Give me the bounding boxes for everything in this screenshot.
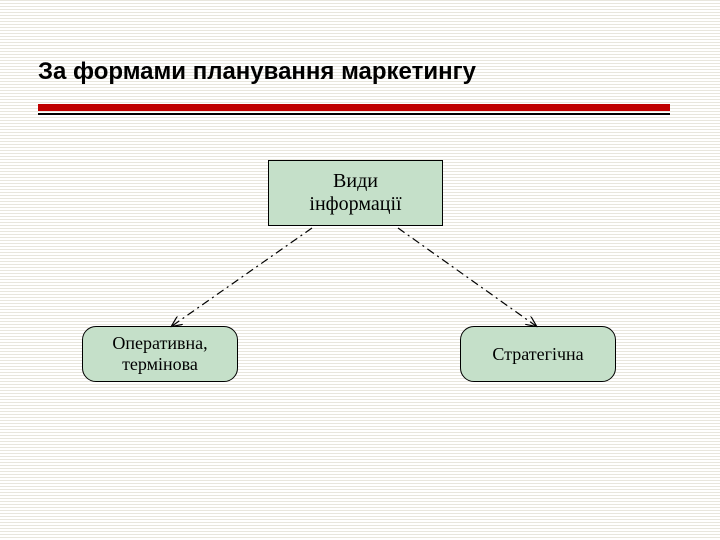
edge-root-strategic: [398, 228, 536, 326]
node-root: Видиінформації: [268, 160, 443, 226]
page-title: За формами планування маркетингу: [38, 58, 476, 86]
edge-root-operational: [172, 228, 312, 326]
slide: За формами планування маркетингу Видиінф…: [0, 0, 720, 540]
node-strategic: Стратегічна: [460, 326, 616, 382]
node-operational-label: Оперативна,термінова: [112, 333, 207, 374]
node-strategic-label: Стратегічна: [492, 344, 583, 365]
node-operational: Оперативна,термінова: [82, 326, 238, 382]
divider-black: [38, 113, 670, 115]
node-root-label: Видиінформації: [309, 170, 401, 216]
slide-content: За формами планування маркетингу Видиінф…: [0, 0, 720, 540]
divider-red: [38, 104, 670, 111]
